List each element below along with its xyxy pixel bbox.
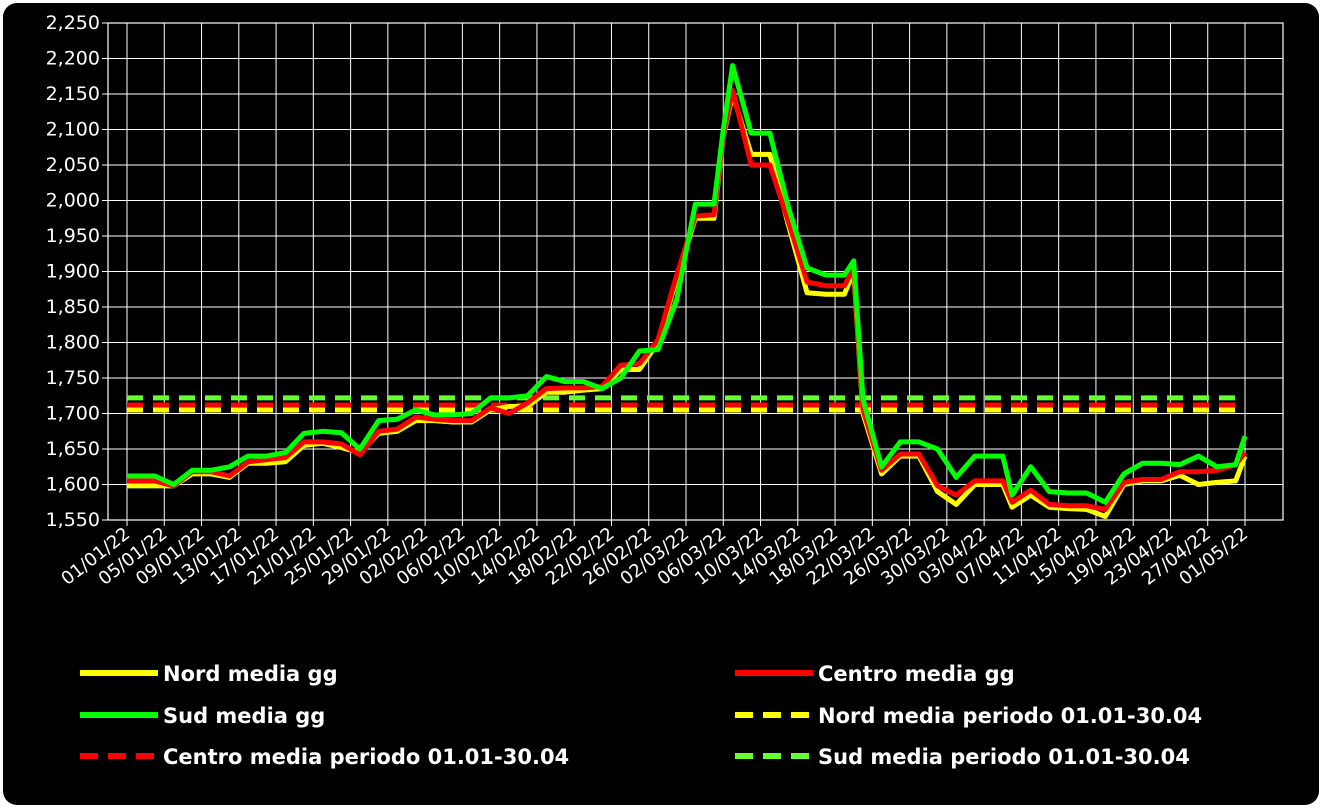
- y-tick-label: 1,650: [46, 438, 100, 460]
- y-tick-label: 1,950: [46, 225, 100, 247]
- y-tick-label: 1,800: [46, 332, 100, 354]
- y-tick-label: 2,000: [46, 190, 100, 212]
- y-tick-label: 2,150: [46, 83, 100, 105]
- y-tick-label: 1,900: [46, 261, 100, 283]
- legend-item: Sud media periodo 01.01-30.04: [735, 745, 1190, 769]
- legend: Nord media gg Centro media gg Sud media gg…: [80, 662, 1202, 769]
- legend-item: Nord media periodo 01.01-30.04: [735, 704, 1202, 728]
- y-tick-label: 2,250: [46, 12, 100, 34]
- y-tick-label: 2,050: [46, 154, 100, 176]
- plot-border: [107, 22, 1284, 521]
- y-tick-label: 1,750: [46, 367, 100, 389]
- y-tick-label: 2,200: [46, 48, 100, 70]
- legend-item: Sud media gg: [80, 704, 325, 728]
- legend-label: Nord media gg: [163, 662, 338, 686]
- legend-label: Centro media periodo 01.01-30.04: [163, 745, 569, 769]
- legend-label: Sud media periodo 01.01-30.04: [818, 745, 1190, 769]
- series-layer: [127, 63, 1248, 519]
- legend-label: Nord media periodo 01.01-30.04: [818, 704, 1202, 728]
- y-tick-label: 1,550: [46, 509, 100, 531]
- legend-label: Centro media gg: [818, 662, 1015, 686]
- series-sud-media-gg: [127, 63, 1248, 505]
- y-tick-label: 2,100: [46, 119, 100, 141]
- legend-label: Sud media gg: [163, 704, 325, 728]
- legend-item: Centro media periodo 01.01-30.04: [80, 745, 569, 769]
- y-tick-labels: 1,550 1,600 1,650 1,700 1,750 1,800 1,850 1,900…: [46, 12, 100, 531]
- legend-item: Centro media gg: [735, 662, 1015, 686]
- axes: [102, 22, 1284, 526]
- y-tick-label: 1,700: [46, 403, 100, 425]
- legend-item: Nord media gg: [80, 662, 338, 686]
- y-tick-label: 1,850: [46, 296, 100, 318]
- y-tick-label: 1,600: [46, 474, 100, 496]
